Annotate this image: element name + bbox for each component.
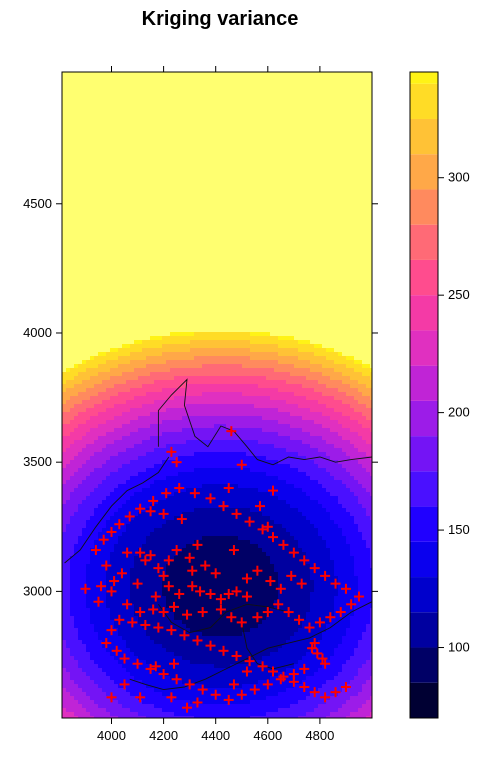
colorbar-band xyxy=(410,471,438,506)
x-tick-label: 4600 xyxy=(253,728,282,743)
colorbar-band xyxy=(410,401,438,436)
colorbar-tick-label: 100 xyxy=(448,640,470,655)
colorbar-tick-label: 150 xyxy=(448,522,470,537)
variance-heatmap xyxy=(62,72,375,721)
colorbar-band xyxy=(410,366,438,401)
y-tick-label: 3000 xyxy=(23,583,52,598)
y-tick-label: 4500 xyxy=(23,196,52,211)
colorbar-band xyxy=(410,84,438,119)
colorbar-band xyxy=(410,295,438,330)
y-tick-label: 3500 xyxy=(23,454,52,469)
colorbar-tick-label: 200 xyxy=(448,405,470,420)
colorbar-band xyxy=(410,260,438,295)
colorbar-band xyxy=(410,72,438,84)
colorbar-band xyxy=(410,436,438,471)
colorbar-band xyxy=(410,225,438,260)
colorbar-band xyxy=(410,119,438,154)
colorbar-tick-label: 300 xyxy=(448,170,470,185)
colorbar-tick-label: 250 xyxy=(448,287,470,302)
colorbar-band xyxy=(410,542,438,577)
colorbar-band xyxy=(410,648,438,683)
colorbar-band xyxy=(410,683,438,718)
colorbar-band xyxy=(410,612,438,647)
colorbar-band xyxy=(410,507,438,542)
x-tick-label: 4200 xyxy=(149,728,178,743)
x-tick-label: 4400 xyxy=(201,728,230,743)
y-tick-label: 4000 xyxy=(23,325,52,340)
colorbar-band xyxy=(410,577,438,612)
colorbar-band xyxy=(410,154,438,189)
colorbar: 100 150 200 250 300 xyxy=(410,72,470,718)
x-tick-label: 4000 xyxy=(97,728,126,743)
colorbar-band xyxy=(410,189,438,224)
colorbar-band xyxy=(410,330,438,365)
x-tick-label: 4800 xyxy=(305,728,334,743)
